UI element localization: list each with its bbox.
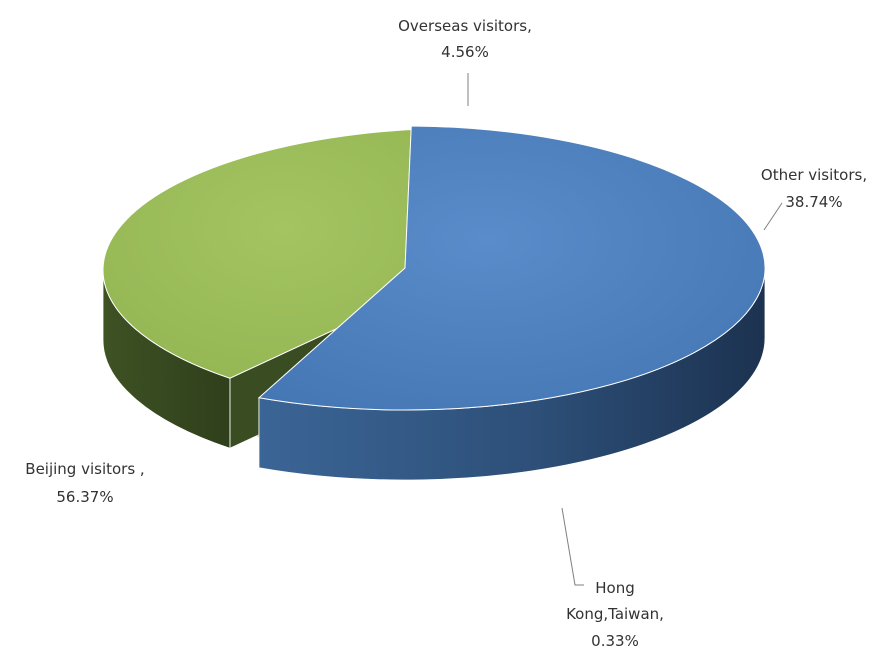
label-other-name: Other visitors, [761,166,867,184]
slice-top-other-visitors [102,127,464,379]
leader-line-hongkong [561,507,584,586]
pie-marks [102,125,766,481]
label-overseas-name: Overseas visitors, [398,17,532,35]
label-overseas-value: 4.56% [441,43,489,61]
slice-beijing-visitors [257,125,766,481]
slice-top-beijing-visitors [257,125,766,411]
label-beijing-name: Beijing visitors , [25,460,144,478]
label-other-value: 38.74% [785,193,842,211]
label-beijing-value: 56.37% [56,488,113,506]
label-hongkong-name-2: Kong,Taiwan, [566,605,664,623]
label-hongkong-value: 0.33% [591,632,639,650]
label-hongkong-name-1: Hong [595,579,635,597]
leader-line-other [763,202,783,231]
